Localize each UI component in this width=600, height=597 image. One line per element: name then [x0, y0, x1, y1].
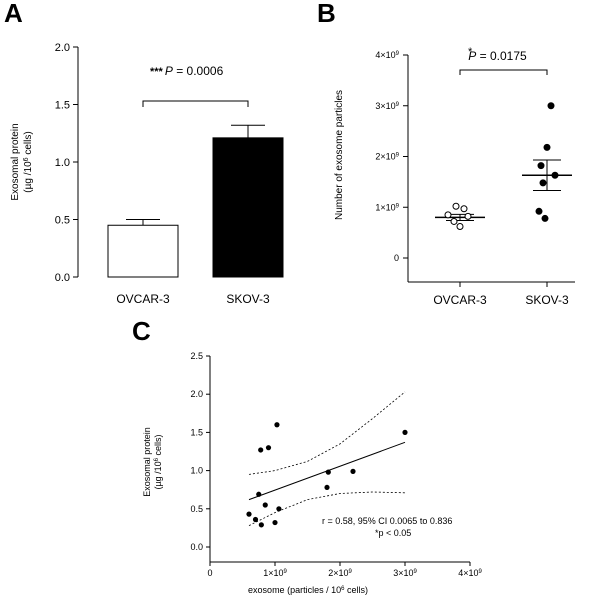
panel-b-category-label: SKOV-3	[525, 293, 569, 307]
panel-a-bar	[212, 137, 284, 278]
panel-b-data-point	[460, 205, 468, 213]
panel-b-significance: *P = 0.0175	[468, 46, 527, 63]
panel-b-data-point	[456, 223, 464, 231]
panel-c-data-point	[325, 469, 331, 475]
panel-b-data-point	[543, 143, 551, 151]
panel-a-category-label: SKOV-3	[226, 292, 270, 306]
panel-a-category-label: OVCAR-3	[116, 292, 170, 306]
panel-a-y-tick-label: 1.5	[55, 100, 70, 112]
panel-b-dot-plot: Number of exosome particles *P = 0.0175 …	[334, 46, 575, 307]
panel-b-significance-bracket	[459, 69, 548, 75]
panel-c-data-point	[258, 447, 264, 453]
panel-c-data-point	[246, 511, 252, 517]
panel-c-data-point	[262, 502, 268, 508]
panel-c-correlation-plot: Exosomal protein (µg /106 cells) exosome…	[142, 351, 482, 595]
panel-b-data-point	[541, 214, 549, 222]
panel-c-stats-line2: *p < 0.05	[375, 528, 411, 538]
panel-c-data-point	[274, 422, 280, 428]
panel-b-y-tick-label: 0	[394, 253, 399, 263]
panel-label-b: B	[317, 0, 336, 28]
panel-c-y-tick-label: 0.0	[190, 542, 203, 552]
panel-c-ci-lower	[248, 491, 406, 526]
panel-c-data-point	[276, 506, 282, 512]
panel-b-data-point	[547, 102, 555, 110]
panel-a-y-tick-label: 1.0	[55, 157, 70, 169]
panel-a-y-tick-label: 0.0	[55, 272, 70, 284]
panel-c-y-tick-label: 2.5	[190, 351, 203, 361]
panel-c-data-point	[324, 484, 330, 491]
panel-c-y-tick-label: 1.5	[190, 427, 203, 437]
panel-b-y-tick-label: 2×109	[375, 152, 399, 162]
panel-c-data-point	[402, 429, 408, 435]
panel-c-data-point	[350, 468, 356, 474]
panel-c-y-tick-label: 1.0	[190, 466, 203, 476]
panel-b-data-point	[537, 162, 545, 170]
panel-a-y-tick-label: 2.0	[55, 42, 70, 54]
panel-c-x-tick-label: 2×109	[328, 568, 352, 578]
panel-a-bar-chart: Exosomal protein (µg /106 cells) *** P = …	[10, 42, 284, 306]
panel-b-data-point	[444, 211, 452, 219]
panel-c-data-point	[256, 491, 262, 497]
panel-b-y-label: Number of exosome particles	[334, 90, 345, 220]
panel-c-data-point	[258, 522, 264, 528]
panel-b-data-point	[551, 171, 559, 179]
panel-c-data-point	[272, 519, 278, 526]
panel-b-data-point	[539, 179, 547, 187]
panel-c-y-tick-label: 0.5	[190, 504, 203, 514]
panel-c-x-tick-label: 0	[207, 568, 212, 578]
panel-c-y-tick-label: 2.0	[190, 389, 203, 399]
panel-a-significance-bracket	[142, 100, 249, 107]
panel-b-data-point	[452, 202, 460, 210]
panel-label-c: C	[132, 316, 151, 346]
panel-c-stats-line1: r = 0.58, 95% CI 0.0065 to 0.836	[322, 516, 452, 526]
panel-a-significance: *** P = 0.0006	[150, 64, 224, 78]
panel-c-data-point	[265, 445, 272, 451]
panel-c-data-point	[252, 516, 259, 523]
panel-c-x-label: exosome (particles / 106 cells)	[248, 585, 368, 595]
panel-b-y-tick-label: 3×109	[375, 101, 399, 111]
panel-a-y-tick-label: 0.5	[55, 215, 70, 227]
panel-b-y-tick-label: 4×109	[375, 50, 399, 60]
panel-label-a: A	[4, 0, 23, 28]
panel-a-y-label-line1: Exosomal protein	[10, 123, 21, 200]
panel-c-ci-upper	[248, 391, 406, 475]
panel-c-y-label-line2: (µg /106 cells)	[153, 434, 163, 489]
panel-c-x-tick-label: 1×109	[263, 568, 287, 578]
panel-c-x-tick-label: 4×109	[458, 568, 482, 578]
panel-c-y-label-line1: Exosomal protein	[142, 427, 152, 497]
panel-b-y-tick-label: 1×109	[375, 202, 399, 212]
panel-c-x-tick-label: 3×109	[393, 568, 417, 578]
panel-b-category-label: OVCAR-3	[433, 293, 487, 307]
panel-b-data-point	[450, 217, 458, 225]
panel-a-y-label-line2: (µg /106 cells)	[23, 131, 35, 192]
panel-a-bar	[107, 224, 179, 278]
panel-b-data-point	[464, 212, 472, 220]
panel-b-data-point	[535, 207, 543, 215]
